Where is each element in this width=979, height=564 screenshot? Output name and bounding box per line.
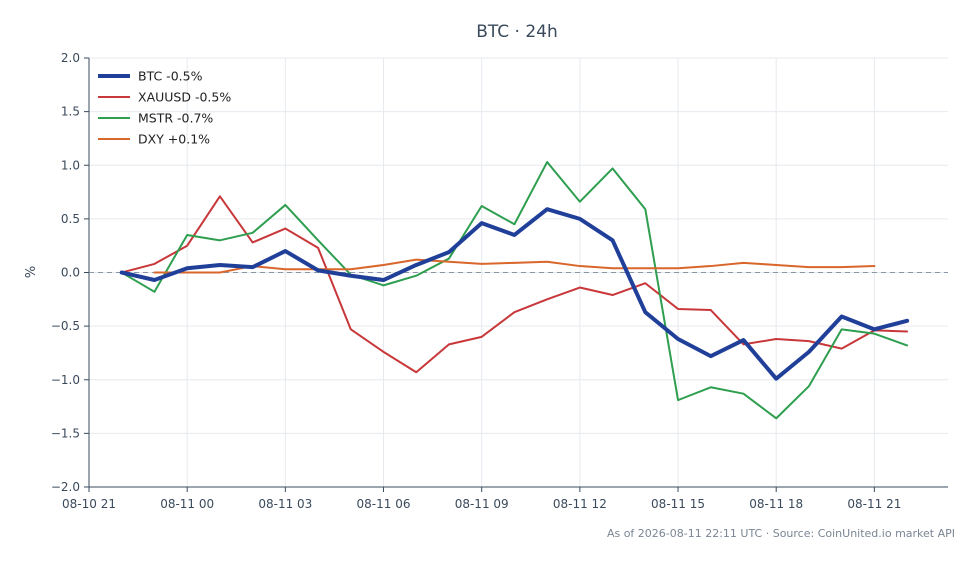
y-tick-label: 1.0 [61,158,80,172]
x-tick-label: 08-11 09 [455,497,509,511]
legend-label: DXY +0.1% [138,132,210,147]
y-tick-label: −2.0 [51,480,80,494]
legend: BTC -0.5% XAUUSD -0.5% MSTR -0.7% DXY +0.1% [98,69,231,147]
series-line-0 [119,207,910,381]
y-axis-ticks: 2.0 1.5 1.0 0.5 0.0 −0.5 −1.0 −1.5 −2.0 [51,51,89,494]
x-tick-label: 08-11 12 [553,497,607,511]
y-tick-label: 2.0 [61,51,80,65]
y-tick-label: 1.5 [61,105,80,119]
series-line-1 [120,195,909,374]
series-line-3 [153,258,876,274]
y-axis-label: % [24,266,39,278]
y-tick-label: −0.5 [51,319,80,333]
y-tick-label: −1.5 [51,426,80,440]
legend-label: XAUUSD -0.5% [138,90,231,105]
x-tick-label: 08-11 03 [258,497,312,511]
legend-label: MSTR -0.7% [138,111,213,126]
x-tick-label: 08-10 21 [62,497,116,511]
x-tick-label: 08-11 00 [160,497,214,511]
x-axis-ticks: 08-10 21 08-11 00 08-11 03 08-11 06 08-11 09… [62,487,901,511]
x-tick-label: 08-11 15 [651,497,705,511]
chart-title: BTC · 24h [476,22,558,42]
series [119,161,910,420]
series-line-2 [120,161,909,420]
footer-source: As of 2026-08-11 22:11 UTC · Source: Coi… [607,527,955,540]
legend-label: BTC -0.5% [138,69,203,84]
y-tick-label: 0.0 [61,266,80,280]
y-tick-label: 0.5 [61,212,80,226]
y-tick-label: −1.0 [51,373,80,387]
x-tick-label: 08-11 21 [847,497,901,511]
x-tick-label: 08-11 06 [357,497,411,511]
x-tick-label: 08-11 18 [749,497,803,511]
